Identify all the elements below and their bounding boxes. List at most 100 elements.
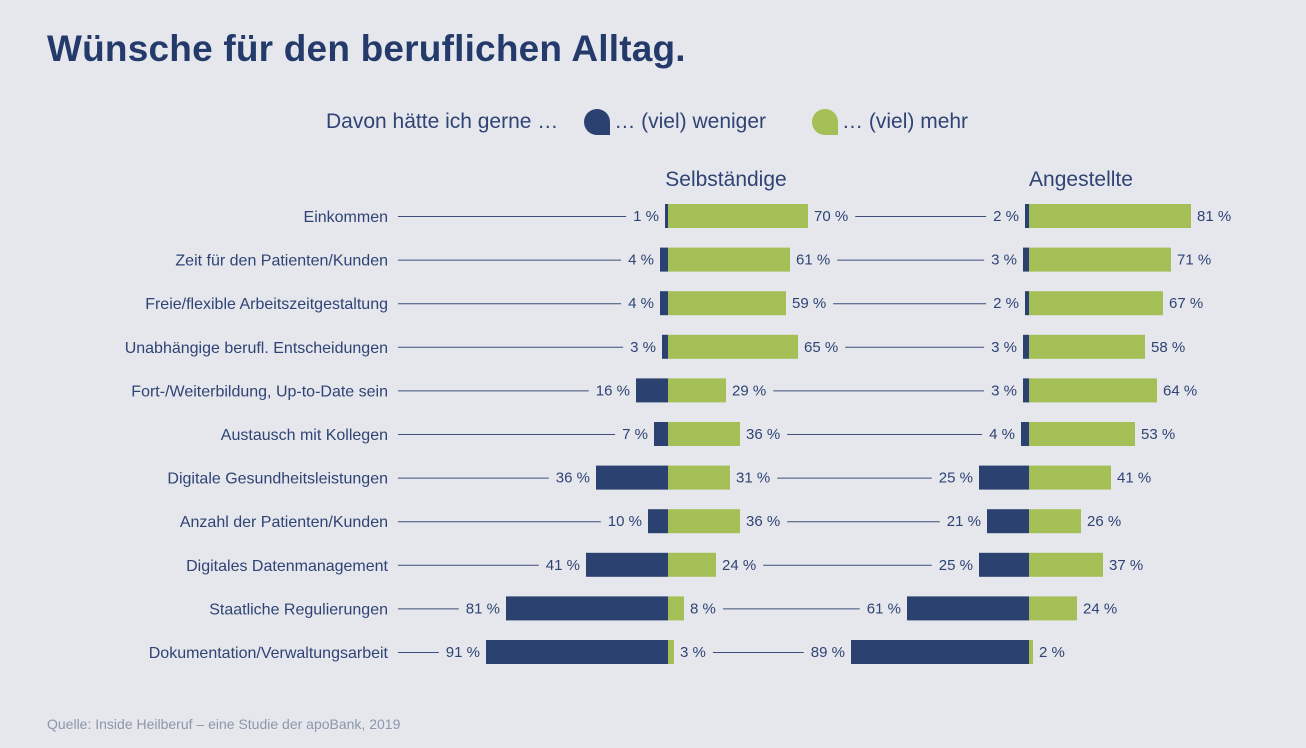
group-header-1: Angestellte xyxy=(1029,168,1133,191)
category-label: Dokumentation/Verwaltungsarbeit xyxy=(149,645,389,662)
bar-less xyxy=(660,291,668,316)
value-label-less: 61 % xyxy=(867,600,901,617)
legend-swatch-more xyxy=(812,109,839,135)
bar-less xyxy=(654,422,668,446)
value-label-more: 53 % xyxy=(1141,426,1175,443)
source-note: Quelle: Inside Heilberuf – eine Studie d… xyxy=(47,716,401,732)
bar-less xyxy=(586,552,668,577)
value-label-less: 3 % xyxy=(991,252,1017,269)
bar-more xyxy=(668,204,808,228)
legend-label-less: … (viel) weniger xyxy=(614,110,767,133)
bar-less xyxy=(660,247,668,272)
value-label-more: 29 % xyxy=(732,382,766,399)
value-label-less: 21 % xyxy=(947,513,981,530)
value-label-more: 24 % xyxy=(722,557,756,574)
bar-less xyxy=(662,334,668,359)
bar-less xyxy=(851,640,1029,664)
value-label-more: 59 % xyxy=(792,295,826,312)
bar-less xyxy=(1023,378,1029,403)
value-label-more: 65 % xyxy=(804,339,838,356)
category-label: Zeit für den Patienten/Kunden xyxy=(175,253,388,270)
value-label-less: 25 % xyxy=(939,470,973,487)
bar-more xyxy=(668,378,726,403)
value-label-less: 10 % xyxy=(608,513,642,530)
bar-less xyxy=(979,465,1029,490)
category-label: Staatliche Regulierungen xyxy=(209,601,388,618)
bar-less xyxy=(1025,291,1029,316)
category-label: Einkommen xyxy=(304,209,388,226)
legend-item-less: … (viel) weniger xyxy=(584,109,766,135)
legend: Davon hätte ich gerne … … (viel) weniger… xyxy=(326,106,968,138)
bar-more xyxy=(1029,552,1103,577)
value-label-more: 41 % xyxy=(1117,470,1151,487)
value-label-less: 3 % xyxy=(991,382,1017,399)
bar-less xyxy=(987,509,1029,534)
bar-more xyxy=(668,596,684,621)
value-label-more: 58 % xyxy=(1151,339,1185,356)
bar-less xyxy=(1023,247,1029,272)
category-label: Freie/flexible Arbeitszeitgestaltung xyxy=(145,296,388,313)
value-label-less: 4 % xyxy=(628,252,654,269)
value-label-more: 61 % xyxy=(796,252,830,269)
legend-intro: Davon hätte ich gerne … xyxy=(326,110,559,133)
value-label-less: 41 % xyxy=(546,557,580,574)
bar-more xyxy=(1029,422,1135,446)
value-label-more: 2 % xyxy=(1039,644,1065,661)
bar-more xyxy=(1029,465,1111,490)
value-label-less: 25 % xyxy=(939,557,973,574)
bar-more xyxy=(668,509,740,534)
bar-less xyxy=(486,640,668,664)
bar-more xyxy=(668,334,798,359)
legend-swatch-less xyxy=(584,109,611,135)
bar-more xyxy=(668,247,790,272)
value-label-more: 24 % xyxy=(1083,600,1117,617)
bar-more xyxy=(668,465,730,490)
bar-more xyxy=(668,291,786,316)
category-label: Anzahl der Patienten/Kunden xyxy=(180,514,388,531)
value-label-more: 70 % xyxy=(814,208,848,225)
value-label-less: 2 % xyxy=(993,295,1019,312)
value-label-more: 71 % xyxy=(1177,252,1211,269)
bar-less xyxy=(1023,334,1029,359)
value-label-more: 67 % xyxy=(1169,295,1203,312)
bar-more xyxy=(1029,378,1157,403)
value-label-less: 4 % xyxy=(989,426,1015,443)
value-label-less: 81 % xyxy=(466,600,500,617)
value-label-less: 89 % xyxy=(811,644,845,661)
bar-less xyxy=(506,596,668,621)
value-label-less: 3 % xyxy=(630,339,656,356)
bar-more xyxy=(1029,509,1081,534)
legend-label-more: … (viel) mehr xyxy=(842,110,969,133)
value-label-less: 4 % xyxy=(628,295,654,312)
value-label-more: 37 % xyxy=(1109,557,1143,574)
bar-more xyxy=(1029,247,1171,272)
value-label-more: 26 % xyxy=(1087,513,1121,530)
bar-more xyxy=(1029,596,1077,621)
bar-more xyxy=(668,552,716,577)
category-label: Unabhängige berufl. Entscheidungen xyxy=(125,340,388,357)
bar-more xyxy=(1029,204,1191,228)
category-label: Austausch mit Kollegen xyxy=(221,427,388,444)
value-label-less: 2 % xyxy=(993,208,1019,225)
group-header-0: Selbständige xyxy=(665,168,786,191)
bar-less xyxy=(907,596,1029,621)
bar-more xyxy=(1029,640,1033,664)
bar-less xyxy=(1021,422,1029,446)
value-label-less: 3 % xyxy=(991,339,1017,356)
value-label-more: 36 % xyxy=(746,513,780,530)
value-label-more: 31 % xyxy=(736,470,770,487)
bar-less xyxy=(636,378,668,403)
value-label-less: 1 % xyxy=(633,208,659,225)
bar-less xyxy=(979,552,1029,577)
value-label-less: 91 % xyxy=(446,644,480,661)
value-label-more: 81 % xyxy=(1197,208,1231,225)
chart-title: Wünsche für den beruflichen Alltag. xyxy=(47,28,686,69)
value-label-more: 8 % xyxy=(690,600,716,617)
bar-less xyxy=(596,465,668,490)
bar-less xyxy=(648,509,668,534)
category-label: Digitale Gesundheitsleistungen xyxy=(167,471,388,488)
bar-more xyxy=(1029,291,1163,316)
category-label: Fort-/Weiterbildung, Up-to-Date sein xyxy=(131,383,388,400)
value-label-less: 16 % xyxy=(596,382,630,399)
